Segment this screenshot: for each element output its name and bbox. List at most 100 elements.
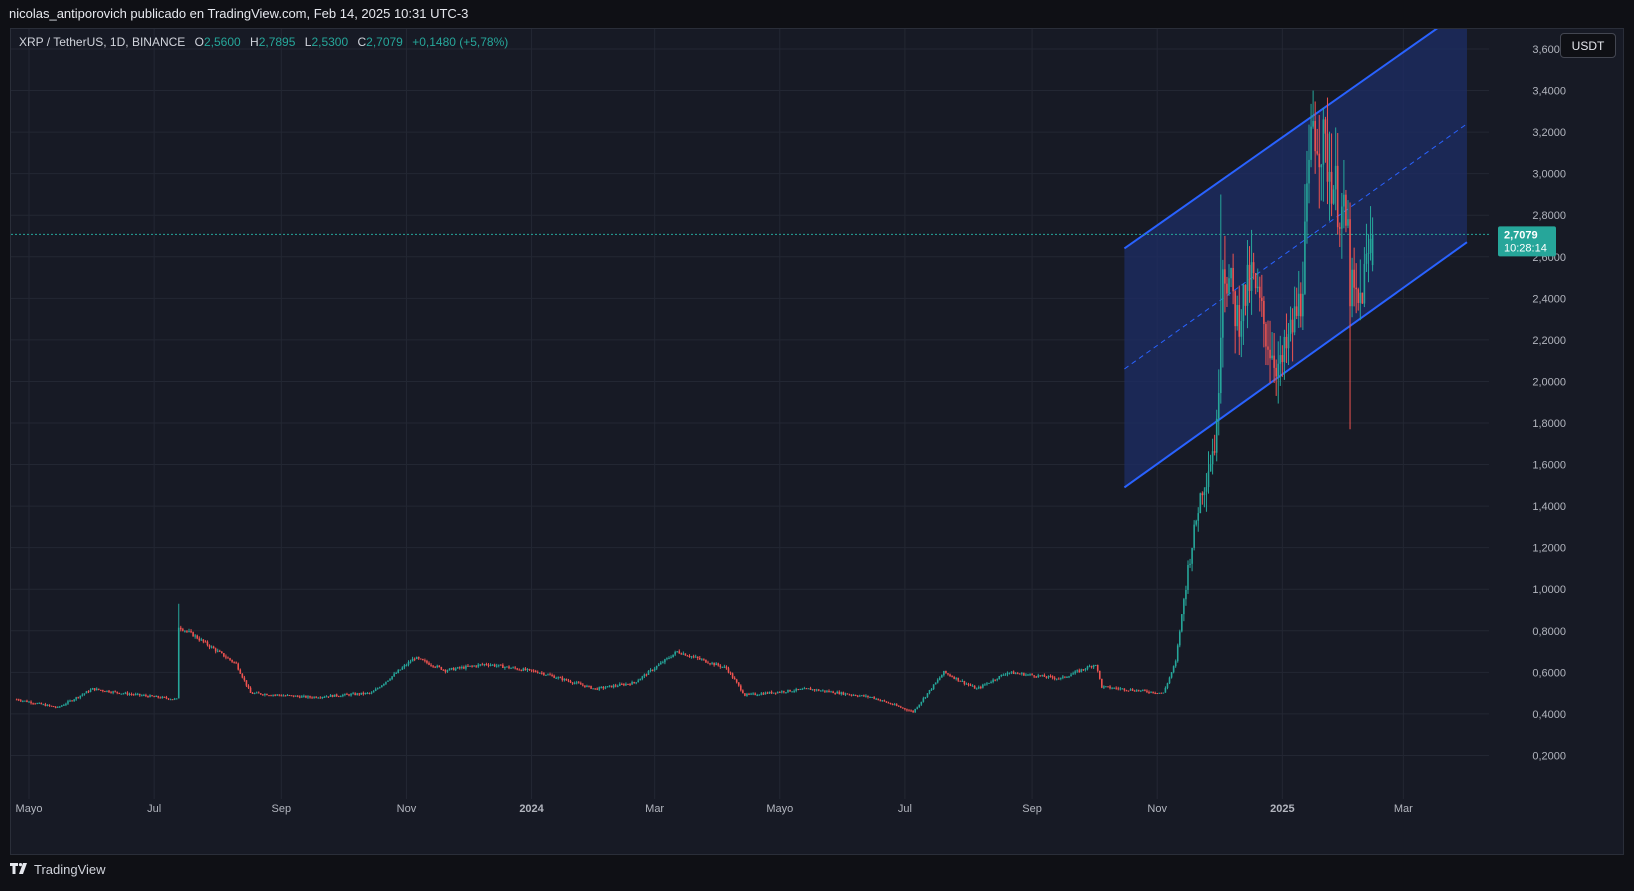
time-axis-label: 2025 <box>1270 803 1294 815</box>
candle-body <box>1310 126 1312 160</box>
candle-body <box>1285 336 1288 349</box>
candle-body <box>321 697 324 699</box>
price-axis-label: 1,2000 <box>1532 543 1566 555</box>
candle-body <box>266 694 268 696</box>
candle-body <box>543 672 545 675</box>
candle-body <box>610 685 613 688</box>
time-axis-label: Mayo <box>766 803 793 815</box>
candle-body <box>1269 349 1271 359</box>
candle-body <box>374 689 377 691</box>
change-value: +0,1480 (+5,78%) <box>412 35 509 49</box>
price-chart[interactable]: 0,2000 0,4000 0,6000 0,8000 1,0000 1,2000 1,40… <box>11 29 1623 854</box>
candle-body <box>635 682 637 684</box>
candle-body <box>705 659 707 663</box>
candle-body <box>173 698 176 700</box>
candle-body <box>717 663 720 666</box>
time-axis-label: Mayo <box>16 803 43 815</box>
candle-body <box>959 680 962 682</box>
candle-body <box>943 670 945 676</box>
candle-body <box>998 676 1001 680</box>
candle-body <box>826 690 828 692</box>
candle-body <box>1300 293 1302 317</box>
candle-body <box>1016 673 1019 675</box>
candle-body <box>1349 219 1351 307</box>
candle-body <box>664 659 666 663</box>
candle-body <box>1008 672 1011 674</box>
candle-body <box>280 695 283 697</box>
time-axis[interactable]: Mayo Jul Sep Nov 2024 Mar Mayo Jul Sep Nov 2025 Mar <box>16 803 1414 815</box>
candle-body <box>910 710 912 712</box>
candle-body <box>508 666 510 669</box>
candle-body <box>153 696 155 698</box>
candle-body <box>902 707 904 709</box>
candle-body <box>190 631 192 633</box>
candle-body <box>963 680 966 684</box>
open-value: 2,5600 <box>203 35 241 49</box>
price-axis-label: 1,0000 <box>1532 584 1566 596</box>
candle-body <box>262 694 264 696</box>
candle-body <box>949 674 951 677</box>
candle-body <box>1203 491 1206 496</box>
candle-body <box>1101 678 1103 688</box>
candle-body <box>194 635 196 637</box>
candle-body <box>579 683 582 685</box>
candle-body <box>114 691 116 693</box>
candle-body <box>458 667 461 669</box>
tradingview-logo-icon <box>10 862 30 877</box>
candle-body <box>52 706 55 708</box>
close-value: 2,7079 <box>366 35 403 49</box>
candle-body <box>715 663 717 666</box>
candle-body <box>1226 283 1228 294</box>
regression-channel[interactable] <box>1123 29 1468 489</box>
candle-body <box>1334 165 1337 190</box>
candle-body <box>206 641 209 646</box>
candle-body <box>858 695 861 697</box>
candle-body <box>1088 666 1091 668</box>
candle-body <box>877 698 880 701</box>
candle-body <box>696 656 699 659</box>
candle-body <box>1135 690 1138 692</box>
candle-body <box>397 670 400 673</box>
candle-body <box>914 708 916 713</box>
candle-body <box>785 692 787 694</box>
candle-body <box>604 687 607 689</box>
candle-body <box>389 679 391 681</box>
candle-body <box>231 659 233 662</box>
candle-body <box>668 657 670 659</box>
candle-body <box>520 669 523 671</box>
candle-body <box>1199 493 1202 514</box>
candle-body <box>534 670 537 673</box>
candle-body <box>1289 319 1292 335</box>
candle-body <box>916 707 919 709</box>
price-axis[interactable]: 0,2000 0,4000 0,6000 0,8000 1,0000 1,2000 1,40… <box>1532 44 1566 762</box>
candle-body <box>1357 289 1360 303</box>
candle-body <box>647 670 650 675</box>
chart-panel[interactable]: 0,2000 0,4000 0,6000 0,8000 1,0000 1,2000 1,40… <box>10 28 1624 855</box>
candle-body <box>828 690 830 692</box>
candle-body <box>1185 589 1187 600</box>
candle-body <box>1162 692 1165 694</box>
candle-body <box>1111 688 1113 690</box>
candle-body <box>680 653 683 655</box>
candle-body <box>65 703 67 705</box>
low-value: 2,5300 <box>311 35 349 49</box>
candle-body <box>1234 291 1236 327</box>
candle-body <box>1254 273 1257 289</box>
candle-body <box>990 682 992 684</box>
candle-body <box>955 677 957 679</box>
currency-button[interactable]: USDT <box>1560 33 1616 58</box>
candle-body <box>491 664 494 666</box>
candle-body <box>510 667 512 669</box>
candle-body <box>883 700 886 702</box>
candle-body <box>233 661 235 663</box>
candle-body <box>46 704 49 707</box>
candle-body <box>1312 121 1314 127</box>
candle-body <box>67 701 69 704</box>
candle-body <box>284 695 287 697</box>
candle-body <box>440 666 443 670</box>
candle-body <box>824 690 826 692</box>
candle-body <box>489 664 492 666</box>
footer-brand[interactable]: TradingView <box>10 862 106 877</box>
candle-body <box>727 668 730 673</box>
candle-body <box>208 645 211 648</box>
